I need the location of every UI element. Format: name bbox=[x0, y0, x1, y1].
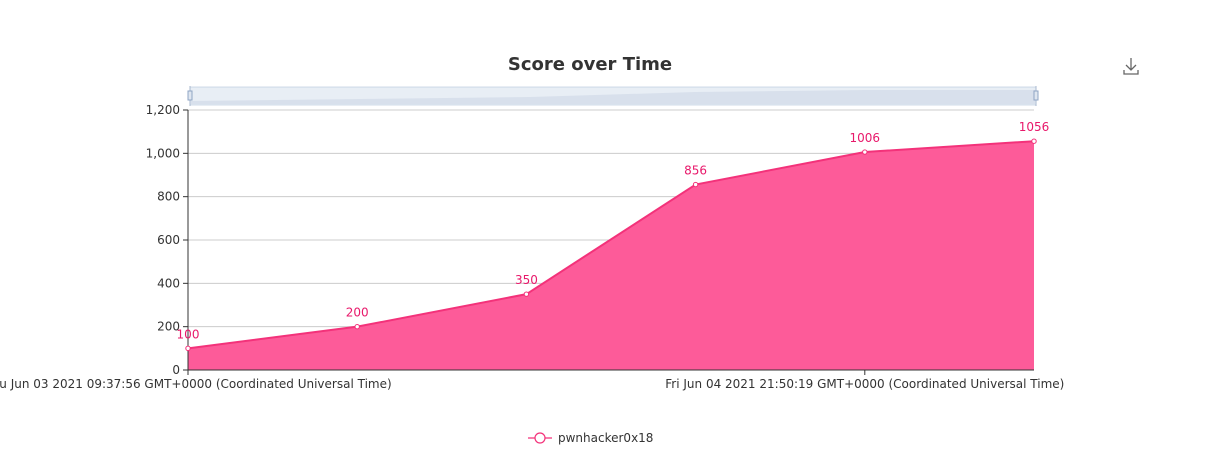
download-icon[interactable] bbox=[1120, 55, 1142, 77]
y-tick-label: 0 bbox=[172, 363, 180, 377]
data-point[interactable] bbox=[692, 181, 699, 188]
data-label: 1056 bbox=[1019, 120, 1050, 134]
legend-marker-icon bbox=[534, 432, 546, 444]
y-tick-label: 400 bbox=[157, 276, 180, 290]
y-tick-label: 600 bbox=[157, 233, 180, 247]
axes: 0 200 400 600 800 1,000 1,200 Thu Jun 03 2021 0… bbox=[0, 103, 1064, 391]
data-label: 350 bbox=[515, 273, 538, 287]
zoom-handle-left[interactable] bbox=[187, 86, 193, 106]
series-line bbox=[187, 140, 1035, 350]
data-point[interactable] bbox=[523, 291, 530, 297]
zoom-slider-window[interactable] bbox=[190, 87, 1036, 105]
x-tick-label: Fri Jun 04 2021 21:50:19 GMT+0000 (Coord… bbox=[665, 377, 1064, 391]
y-tick-label: 1,200 bbox=[146, 103, 180, 117]
data-label: 200 bbox=[346, 306, 369, 320]
data-label: 1006 bbox=[850, 131, 881, 145]
data-label: 100 bbox=[177, 327, 200, 341]
legend-label[interactable]: pwnhacker0x18 bbox=[558, 431, 653, 445]
data-label: 856 bbox=[684, 164, 707, 178]
data-point[interactable] bbox=[185, 345, 191, 352]
chart-title: Score over Time bbox=[508, 54, 672, 75]
x-tick-label: Thu Jun 03 2021 09:37:56 GMT+0000 (Coord… bbox=[0, 377, 392, 391]
legend[interactable]: pwnhacker0x18 bbox=[528, 431, 653, 445]
data-point[interactable] bbox=[862, 149, 868, 155]
y-tick-label: 200 bbox=[157, 320, 180, 334]
zoom-slider[interactable] bbox=[187, 86, 1039, 106]
series-area bbox=[187, 140, 1035, 370]
data-point[interactable] bbox=[1031, 138, 1037, 144]
data-points bbox=[185, 138, 1037, 352]
y-tick-label: 1,000 bbox=[146, 146, 180, 160]
data-point[interactable] bbox=[354, 323, 360, 330]
area-fill bbox=[188, 141, 1034, 370]
data-labels: 100 200 350 856 1006 1056 bbox=[177, 120, 1050, 341]
zoom-handle-right[interactable] bbox=[1033, 86, 1039, 106]
zoom-slider-preview bbox=[191, 90, 1035, 104]
y-tick-label: 800 bbox=[157, 190, 180, 204]
